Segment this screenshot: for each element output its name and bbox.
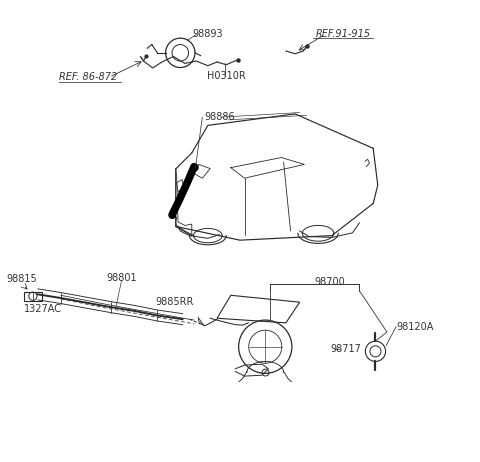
- Text: 9885RR: 9885RR: [156, 297, 194, 307]
- Text: 98717: 98717: [330, 344, 361, 353]
- Text: 98815: 98815: [7, 274, 37, 284]
- Text: 98700: 98700: [314, 277, 345, 286]
- Text: REF. 86-872: REF. 86-872: [60, 72, 118, 82]
- Text: 98120A: 98120A: [397, 322, 434, 332]
- Text: 1327AC: 1327AC: [24, 304, 62, 314]
- Text: 98886: 98886: [204, 112, 235, 122]
- Text: 98893: 98893: [192, 29, 223, 38]
- Text: H0310R: H0310R: [207, 71, 246, 81]
- Text: REF.91-915: REF.91-915: [316, 29, 371, 38]
- Text: 98801: 98801: [106, 273, 137, 283]
